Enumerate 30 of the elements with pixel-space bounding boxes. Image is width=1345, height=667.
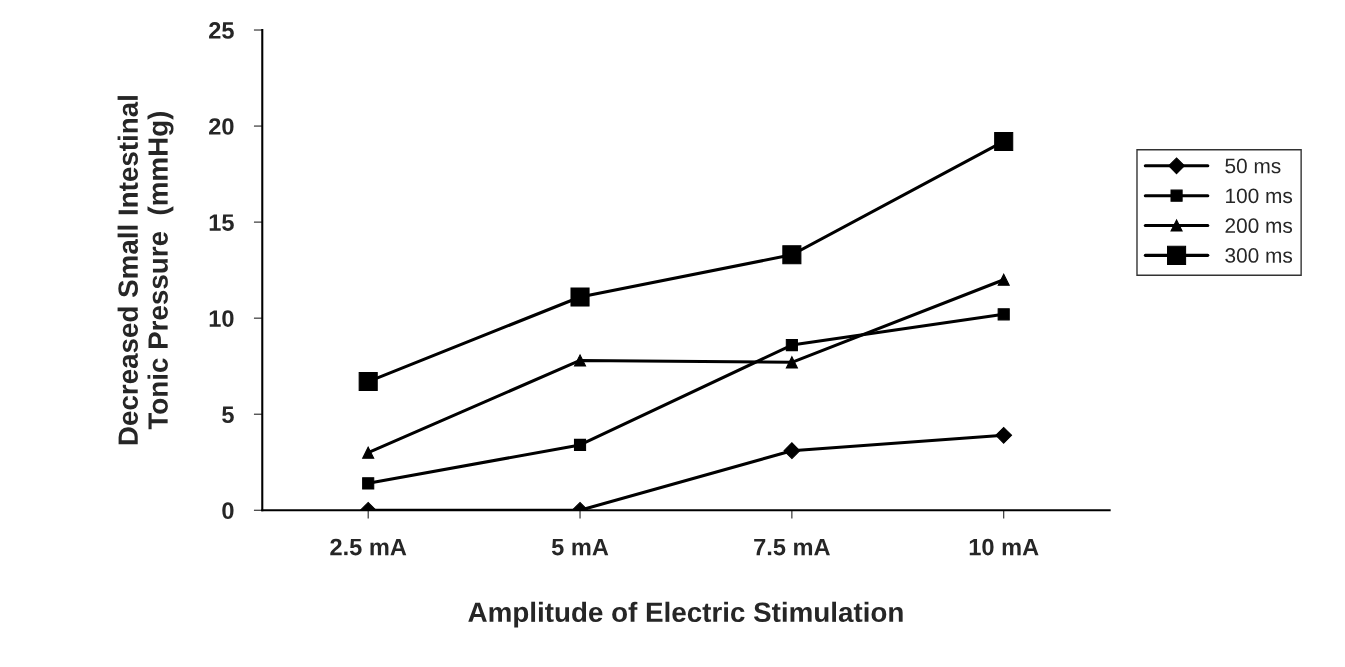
y-tick-label: 15 — [209, 214, 234, 231]
y-tick-label: 10 — [209, 310, 234, 327]
legend-label: 50 ms — [1225, 158, 1281, 174]
y-axis-title: Decreased Small Intestinal Tonic Pressure (mmHg) — [117, 96, 174, 445]
point — [785, 356, 798, 369]
x-tick-label: 5 mA — [551, 538, 609, 556]
point — [570, 287, 590, 307]
point — [782, 245, 802, 265]
y-tick-label: 25 — [209, 22, 234, 39]
x-tick-label: 2.5 mA — [330, 538, 407, 556]
y-tick-label: 20 — [209, 118, 234, 135]
point — [358, 372, 378, 392]
point — [995, 426, 1013, 444]
y-tick-label: 0 — [222, 502, 234, 520]
point — [573, 354, 587, 367]
point — [785, 338, 798, 352]
point — [362, 477, 375, 490]
x-tick-label: 7.5 mA — [754, 538, 830, 556]
point — [997, 308, 1010, 321]
point — [997, 273, 1010, 286]
point — [573, 438, 587, 452]
x-axis-title: Amplitude of Electric Stimulation — [468, 601, 903, 628]
legend-label: 300 ms — [1225, 248, 1293, 263]
point — [362, 446, 375, 459]
y-tick-label: 5 — [222, 406, 234, 423]
legend-label: 100 ms — [1226, 188, 1293, 204]
point — [783, 442, 801, 460]
legend-label: 200 ms — [1225, 218, 1293, 234]
x-tick-label: 10 mA — [969, 538, 1039, 556]
point — [994, 131, 1014, 151]
